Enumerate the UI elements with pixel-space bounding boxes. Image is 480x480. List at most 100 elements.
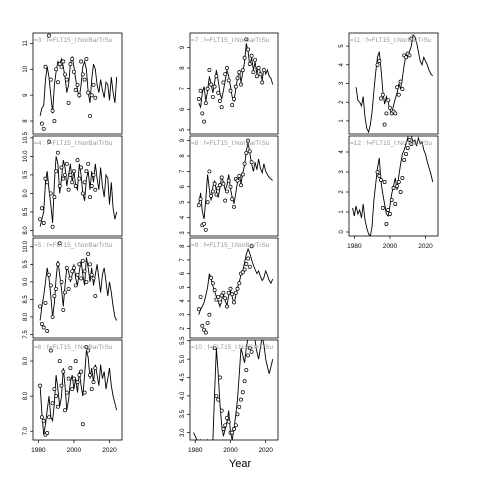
panel-10-point (396, 180, 401, 184)
panel-8-point (240, 390, 245, 395)
panel-4-point (48, 348, 53, 353)
panel-1-point (73, 88, 78, 92)
panel-4-point (52, 387, 57, 392)
panel-10-line (352, 136, 434, 236)
panel-6-frame (189, 135, 279, 237)
panel-3-point (93, 293, 98, 298)
panel-10-point (380, 206, 385, 210)
panel-9-point (393, 111, 398, 116)
panel-3-point (73, 283, 78, 288)
panel-8-xtick-label: 1980 (188, 447, 203, 454)
panel-8-xtick-label: 2000 (223, 447, 238, 454)
panel-4-point (39, 415, 44, 420)
panel-5-point (235, 76, 240, 81)
panel-6-point (235, 178, 240, 183)
panel-7-point (205, 320, 210, 325)
panel-7-point (247, 264, 252, 269)
panel-6: 3 4 5 6 7 8 9 =8 : f=FLT15_I:NorBarTrSu (180, 135, 279, 237)
panel-7-point (210, 281, 215, 286)
panel-6-point (240, 172, 245, 177)
panel-2-point (45, 180, 50, 185)
panel-2-ytick-label: 10.5 (23, 131, 29, 143)
panel-7-point (226, 290, 231, 295)
panel-5-point (239, 82, 243, 87)
panel-1-point (68, 62, 73, 67)
panel-1-point (64, 77, 69, 82)
panel-8-point (230, 430, 235, 435)
panel-7-point (230, 292, 235, 297)
panel-2-point (91, 172, 96, 177)
panel-8: 3.0 3.5 4.0 4.5 5.0 5.5 1980 2000 2020 =10 : f=FL… (180, 336, 279, 454)
panel-2-point (55, 150, 60, 155)
panel-9-ytick-label: 5 (339, 44, 345, 48)
panel-6-ytick-label: 6 (180, 184, 186, 188)
panel-8-point (232, 427, 236, 431)
panel-5-point (202, 119, 207, 124)
panel-7-point (203, 330, 208, 335)
panel-9-ytick-label: 4 (339, 62, 345, 66)
panel-2-point (41, 221, 46, 225)
panel-9-frame (348, 32, 439, 135)
panel-10-point (407, 138, 412, 142)
panel-9-plot-area: =11 : f=FLT15_I:NorBarTrSu (350, 33, 434, 134)
panel-7-point (214, 297, 219, 302)
panel-5-point (205, 86, 210, 91)
panel-5-point (219, 105, 224, 110)
panel-1-point (75, 82, 80, 87)
panel-6-point (226, 178, 231, 183)
panel-8-ytick-label: 3.5 (180, 409, 186, 418)
panel-8-point (219, 408, 224, 413)
panel-5-point (256, 66, 261, 70)
panel-3-point (41, 325, 46, 330)
panel-2-point (70, 180, 75, 185)
panel-5-point (261, 68, 266, 73)
panel-6-point (239, 183, 243, 188)
panel-4-point (71, 376, 76, 381)
panel-9-point (395, 85, 400, 90)
panel-8-ytick-label: 4.0 (180, 391, 186, 400)
panel-2-line (39, 156, 118, 227)
panel-3-point (43, 300, 48, 305)
panel-6-point (242, 161, 247, 166)
panel-4-ytick-label: 7.0 (23, 426, 29, 435)
panel-6-point (228, 184, 233, 189)
panel-8-point (246, 353, 251, 358)
panel-2-point (54, 169, 59, 174)
panel-10-title: =12 : f=FLT15_I:NorBarTrSu (350, 140, 432, 147)
panel-9-point (377, 59, 382, 64)
panel-10-ytick-label: 3 (339, 170, 345, 174)
panel-3-point (48, 283, 53, 288)
panel-2-point (39, 206, 44, 211)
panel-8-point (226, 419, 231, 424)
panel-2-point (47, 139, 51, 144)
panel-1-point (77, 93, 82, 98)
panel-3-point (52, 293, 57, 298)
panel-8-xtick-label: 2020 (258, 447, 273, 454)
panel-4-point (70, 387, 75, 392)
panel-9-point (384, 111, 389, 116)
panel-5-point (221, 80, 226, 85)
panel-2: 8.0 8.5 9.0 9.5 10.0 10.5 =4 : f=FLT15_I:NorBa… (23, 131, 123, 237)
panel-6-point (205, 200, 210, 205)
panel-6-point (225, 189, 229, 194)
panel-10-point (377, 174, 382, 178)
panel-6-line (198, 142, 273, 220)
panel-9-point (380, 92, 385, 97)
panel-1-point (41, 126, 46, 131)
panel-2-point (43, 176, 48, 181)
x-axis-label: Year (228, 458, 252, 470)
panel-3-ytick-label: 8.5 (23, 295, 29, 304)
panel-6-point (198, 197, 203, 202)
panel-7-title: =9 : f=FLT15_I:NorBarTrSu (191, 242, 270, 249)
panel-4-line (39, 350, 118, 435)
panel-3-ytick-label: 10.0 (23, 240, 29, 252)
panel-7-point (242, 267, 247, 272)
panel-8-point (216, 397, 221, 402)
panel-1-point (70, 56, 75, 61)
panel-4-xtick-label: 2020 (102, 447, 117, 454)
panel-7-point (200, 323, 205, 328)
panel-4-ytick-label: 8.0 (23, 391, 29, 400)
panel-1-point (43, 64, 48, 69)
panel-7-point (233, 290, 238, 295)
panel-9-ytick-label: 1 (339, 119, 345, 123)
